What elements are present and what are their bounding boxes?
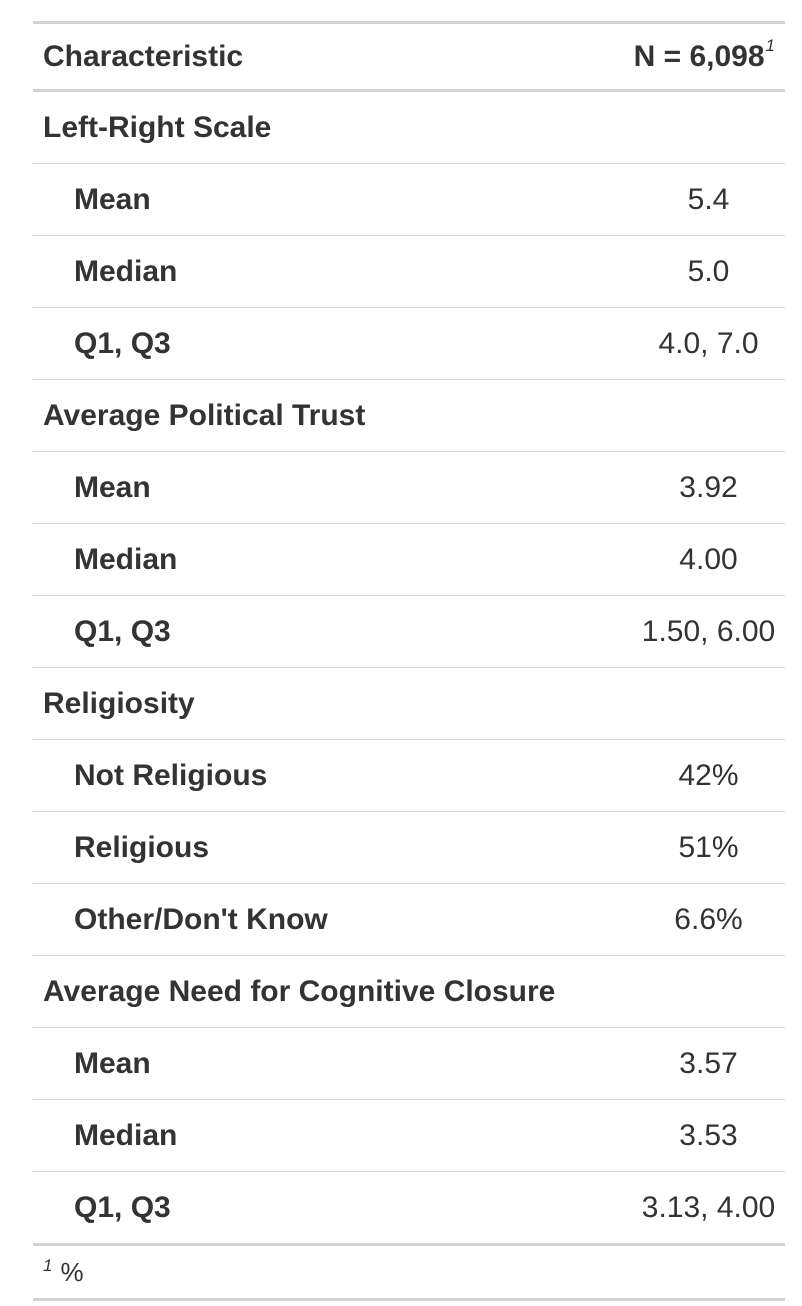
table-top-rule bbox=[33, 21, 785, 24]
stat-label: Mean bbox=[74, 470, 151, 504]
table-row: Q1, Q3 4.0, 7.0 bbox=[33, 308, 785, 380]
stat-value: 5.0 bbox=[687, 254, 730, 288]
stat-label: Q1, Q3 bbox=[74, 614, 171, 648]
table-row: Q1, Q3 3.13, 4.00 bbox=[33, 1172, 785, 1246]
table-row: Q1, Q3 1.50, 6.00 bbox=[33, 596, 785, 668]
table-row: Median 4.00 bbox=[33, 524, 785, 596]
table-footnote: 1 % bbox=[33, 1246, 785, 1301]
group-label: Average Political Trust bbox=[43, 398, 366, 432]
stat-value: 5.4 bbox=[687, 182, 730, 216]
table-row: Other/Don't Know 6.6% bbox=[33, 884, 785, 956]
stat-value: 3.92 bbox=[679, 470, 738, 504]
footnote-text: % bbox=[60, 1256, 84, 1287]
column-header-n: N = 6,0981 bbox=[633, 36, 785, 74]
stat-label: Median bbox=[74, 254, 178, 288]
stat-label: Q1, Q3 bbox=[74, 326, 171, 360]
stat-label: Mean bbox=[74, 1046, 151, 1080]
table-row: Mean 5.4 bbox=[33, 164, 785, 236]
stat-label: Mean bbox=[74, 182, 151, 216]
stat-label: Median bbox=[74, 542, 178, 576]
stat-value: 51% bbox=[678, 830, 739, 864]
stat-value: 3.13, 4.00 bbox=[641, 1190, 776, 1224]
stat-value: 6.6% bbox=[674, 902, 743, 936]
stat-label: Q1, Q3 bbox=[74, 1190, 171, 1224]
stat-value: 3.57 bbox=[679, 1046, 738, 1080]
stat-value: 42% bbox=[678, 758, 739, 792]
group-row-need-for-cognitive-closure: Average Need for Cognitive Closure bbox=[33, 956, 785, 1028]
table-row: Mean 3.92 bbox=[33, 452, 785, 524]
group-label: Average Need for Cognitive Closure bbox=[43, 974, 556, 1008]
stat-value: 4.0, 7.0 bbox=[658, 326, 759, 360]
footnote-marker: 1 bbox=[43, 1256, 53, 1275]
stat-value: 3.53 bbox=[679, 1118, 738, 1152]
table-row: Median 3.53 bbox=[33, 1100, 785, 1172]
stat-label: Not Religious bbox=[74, 758, 268, 792]
stat-label: Religious bbox=[74, 830, 210, 864]
group-label: Left-Right Scale bbox=[43, 110, 272, 144]
stat-value: 1.50, 6.00 bbox=[641, 614, 776, 648]
table-row: Religious 51% bbox=[33, 812, 785, 884]
group-row-average-political-trust: Average Political Trust bbox=[33, 380, 785, 452]
summary-table: Characteristic N = 6,0981 Left-Right Sca… bbox=[33, 21, 785, 1301]
group-row-religiosity: Religiosity bbox=[33, 668, 785, 740]
stat-label: Other/Don't Know bbox=[74, 902, 328, 936]
table-row: Median 5.0 bbox=[33, 236, 785, 308]
table-row: Not Religious 42% bbox=[33, 740, 785, 812]
footnote-marker: 1 bbox=[765, 35, 775, 55]
stat-label: Median bbox=[74, 1118, 178, 1152]
stat-value: 4.00 bbox=[679, 542, 738, 576]
table-header-row: Characteristic N = 6,0981 bbox=[33, 24, 785, 92]
column-header-characteristic: Characteristic bbox=[43, 39, 244, 73]
group-label: Religiosity bbox=[43, 686, 195, 720]
group-row-left-right-scale: Left-Right Scale bbox=[33, 92, 785, 164]
table-row: Mean 3.57 bbox=[33, 1028, 785, 1100]
column-header-n-label: N = 6,098 bbox=[633, 39, 765, 73]
